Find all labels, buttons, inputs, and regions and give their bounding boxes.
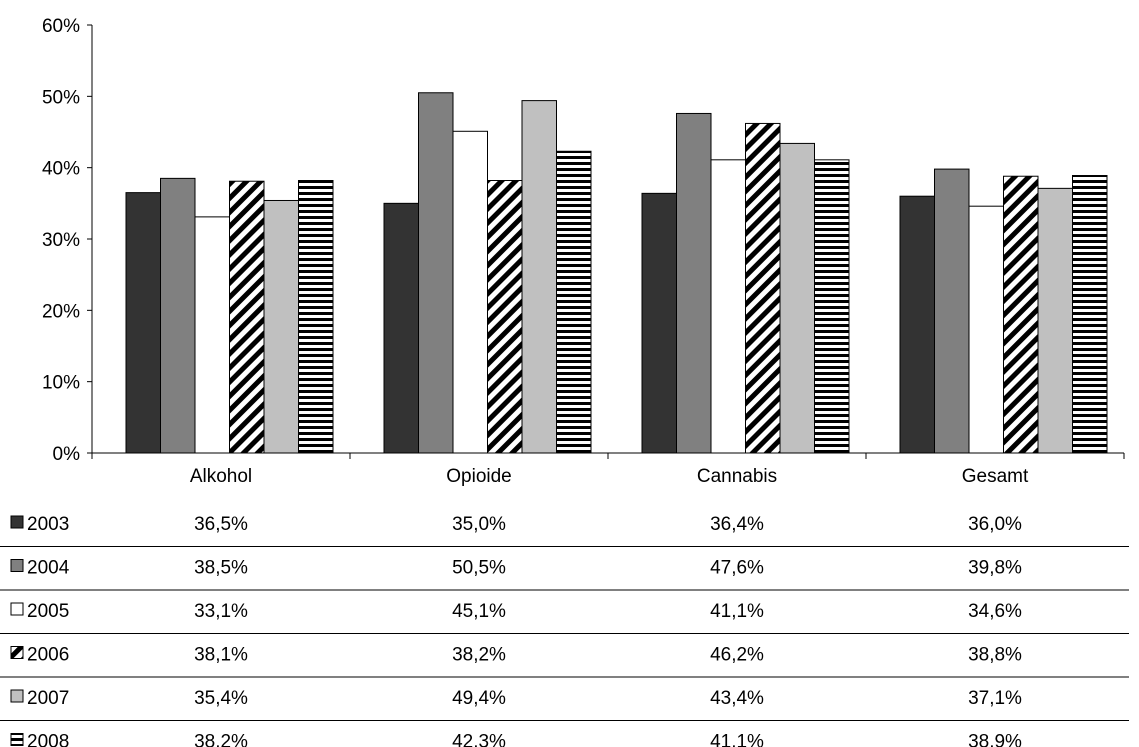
bar-2005-alkohol	[194, 216, 230, 454]
data-label: 50,5%	[452, 558, 506, 579]
bar-2004-opioide	[418, 92, 454, 454]
legend-swatch-2003	[10, 515, 24, 529]
bar-2006-opioide	[487, 180, 523, 454]
bar-2005-cannabis	[710, 159, 746, 454]
legend-label: 2008	[27, 732, 69, 747]
bar-2004-alkohol	[160, 177, 196, 454]
axes: 0% 10% 20% 30% 40% 50% 60% Alkohol Opioide Cannab…	[42, 16, 1125, 487]
legend-swatch-2007	[10, 689, 24, 703]
bar-2008-alkohol	[298, 180, 334, 454]
y-tick-label: 50%	[42, 87, 80, 108]
legend-label: 2003	[27, 514, 69, 535]
legend-swatch-2004	[10, 559, 24, 572]
data-label: 46,2%	[710, 645, 764, 666]
data-label: 38,8%	[968, 645, 1022, 666]
bar-2008-opioide	[556, 150, 592, 454]
data-label: 43,4%	[710, 688, 764, 709]
data-label: 38,2%	[194, 732, 248, 747]
bar-2008-gesamt	[1072, 175, 1108, 454]
legend-label: 2007	[27, 688, 69, 709]
data-label: 39,8%	[968, 558, 1022, 579]
legend-swatch-2005	[10, 602, 24, 616]
data-label: 47,6%	[710, 558, 764, 579]
category-label: Gesamt	[962, 466, 1029, 487]
data-table: 2003 36,5% 35,0% 36,4% 36,0% 2004 38,5% 50,5% 47…	[0, 514, 1129, 747]
category-label: Opioide	[446, 466, 512, 487]
bar-2007-opioide	[521, 100, 557, 454]
data-label: 36,4%	[710, 514, 764, 535]
data-label: 38,5%	[194, 558, 248, 579]
data-label: 41,1%	[710, 601, 764, 622]
data-label: 37,1%	[968, 688, 1022, 709]
legend-swatch-2008	[10, 733, 24, 746]
bar-2006-gesamt	[1003, 175, 1039, 454]
data-label: 33,1%	[194, 601, 248, 622]
category-label: Alkohol	[190, 466, 252, 487]
data-label: 38,1%	[194, 645, 248, 666]
bar-2003-opioide	[383, 202, 419, 454]
data-label: 34,6%	[968, 601, 1022, 622]
category-label: Cannabis	[697, 466, 777, 487]
bar-2003-gesamt	[899, 195, 935, 454]
data-label: 45,1%	[452, 601, 506, 622]
bar-2007-alkohol	[263, 199, 299, 454]
bar-2007-cannabis	[779, 142, 815, 454]
data-label: 35,4%	[194, 688, 248, 709]
y-tick-label: 20%	[42, 301, 80, 322]
y-tick-label: 60%	[42, 16, 80, 37]
data-label: 41,1%	[710, 732, 764, 747]
bar-2003-cannabis	[641, 192, 677, 454]
bar-2006-alkohol	[229, 180, 265, 454]
y-tick-label: 40%	[42, 159, 80, 180]
bar-2004-cannabis	[676, 112, 712, 454]
data-label: 36,0%	[968, 514, 1022, 535]
y-tick-label: 0%	[53, 444, 81, 465]
data-label: 38,9%	[968, 732, 1022, 747]
bar-2005-gesamt	[968, 205, 1004, 454]
bars	[125, 92, 1108, 454]
bar-2004-gesamt	[934, 168, 970, 454]
data-label: 42,3%	[452, 732, 506, 747]
bar-2007-gesamt	[1037, 187, 1073, 454]
legend-swatch-2006	[10, 646, 24, 659]
bar-2008-cannabis	[814, 159, 850, 454]
data-label: 35,0%	[452, 514, 506, 535]
legend-label: 2005	[27, 601, 69, 622]
bar-2003-alkohol	[125, 192, 161, 454]
y-tick-label: 10%	[42, 373, 80, 394]
bar-2005-opioide	[452, 130, 488, 454]
data-label: 36,5%	[194, 514, 248, 535]
legend-label: 2004	[27, 558, 70, 579]
legend-label: 2006	[27, 645, 69, 666]
data-label: 49,4%	[452, 688, 506, 709]
bar-2006-cannabis	[745, 122, 781, 454]
y-tick-label: 30%	[42, 230, 80, 251]
data-label: 38,2%	[452, 645, 506, 666]
